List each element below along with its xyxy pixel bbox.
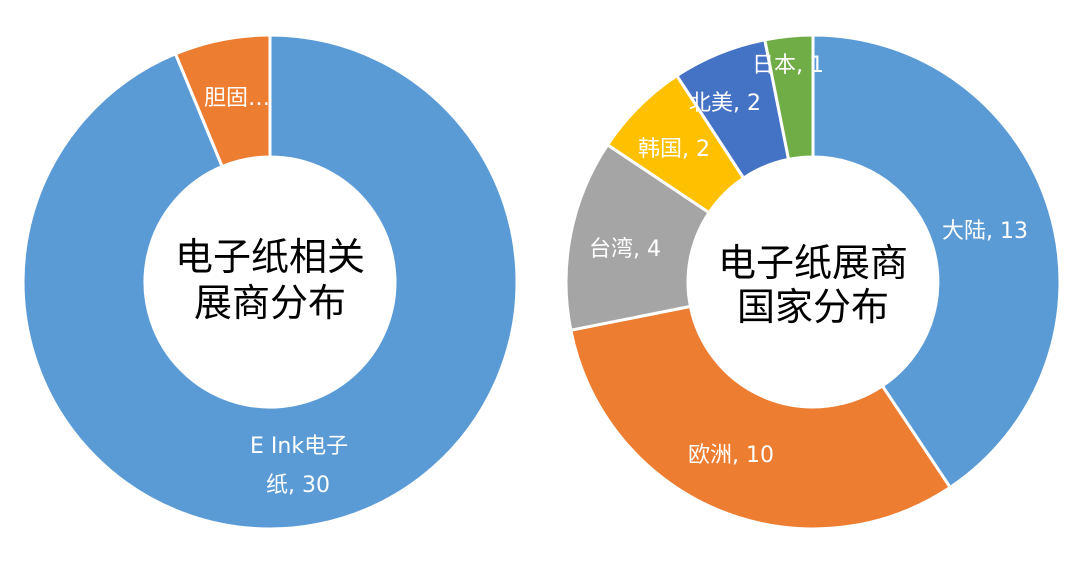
- label-korea: 韩国, 2: [638, 137, 710, 162]
- right-center-title-line2: 国家分布: [737, 285, 889, 329]
- slice-japan: [763, 33, 815, 162]
- slice-eink: [21, 33, 519, 531]
- label-eink-line1: E Ink电子: [250, 434, 348, 459]
- left-center-title-line1: 电子纸相关: [175, 235, 365, 279]
- right-center-title-line1: 电子纸展商: [718, 241, 908, 285]
- label-mainland: 大陆, 13: [942, 219, 1028, 244]
- label-taiwan: 台湾, 4: [589, 237, 661, 262]
- label-cholesteric: 胆固…: [204, 86, 270, 111]
- label-eink-line2: 纸, 30: [266, 473, 330, 498]
- donut-chart-exhibitor-countries: 大陆, 13 欧洲, 10 台湾, 4 韩国, 2 北美, 2 日本, 1 电子…: [564, 33, 1062, 531]
- slice-cholesteric: [173, 33, 272, 169]
- label-europe: 欧洲, 10: [688, 443, 774, 468]
- label-north-america: 北美, 2: [689, 91, 761, 116]
- label-japan: 日本, 1: [752, 53, 824, 78]
- slice-europe: [569, 304, 953, 531]
- donut-chart-exhibitor-types: 胆固… E Ink电子 纸, 30 电子纸相关 展商分布: [21, 33, 519, 531]
- slice-mainland: [811, 33, 1062, 490]
- left-center-title-line2: 展商分布: [194, 281, 346, 325]
